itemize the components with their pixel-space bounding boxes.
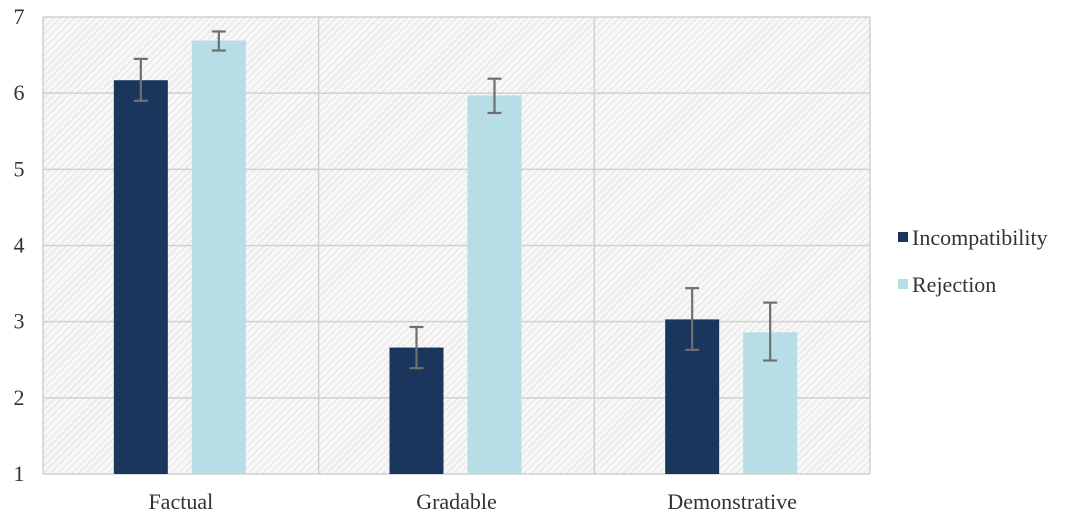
error-bar [685, 287, 700, 351]
y-tick-label: 5 [14, 156, 25, 181]
x-category-label: Factual [148, 489, 213, 514]
gridlines [42, 16, 871, 475]
y-tick-label: 3 [14, 309, 25, 334]
legend: Incompatibility Rejection [898, 225, 1048, 297]
bar-rejection-gradable [467, 95, 522, 475]
error-bar [133, 57, 148, 102]
error-bar [487, 77, 502, 115]
legend-swatch [898, 279, 908, 289]
bar-rejection-factual [191, 40, 246, 475]
error-bars-group [133, 30, 778, 370]
error-bar [211, 30, 226, 52]
legend-label: Incompatibility [912, 225, 1048, 250]
legend-item-incompatibility: Incompatibility [898, 225, 1048, 250]
bars-group [113, 40, 798, 475]
y-tick-label: 1 [14, 461, 25, 486]
x-category-label: Gradable [416, 489, 497, 514]
y-tick-label: 2 [14, 385, 25, 410]
error-bar [409, 325, 424, 370]
x-axis-categories: Factual Gradable Demonstrative [148, 489, 796, 514]
legend-swatch [898, 232, 908, 242]
error-bar [763, 301, 778, 362]
y-tick-label: 7 [14, 4, 25, 29]
x-category-label: Demonstrative [667, 489, 797, 514]
y-axis-ticks: 1 2 3 4 5 6 7 [14, 4, 25, 486]
legend-item-rejection: Rejection [898, 272, 996, 297]
bar-incompatibility-factual [113, 80, 168, 475]
y-tick-label: 6 [14, 80, 25, 105]
legend-label: Rejection [912, 272, 996, 297]
y-tick-label: 4 [14, 233, 25, 258]
